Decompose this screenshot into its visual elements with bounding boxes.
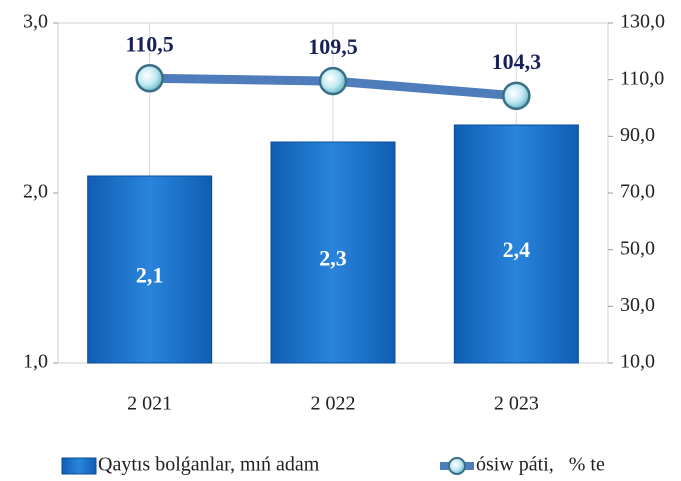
y-tick-label: 1,0 (23, 351, 48, 373)
bar-value-label: 2,1 (136, 263, 164, 288)
line-marker (135, 64, 164, 93)
line-value-label: 110,5 (126, 31, 174, 56)
y2-tick-label: 30,0 (620, 294, 655, 316)
y2-tick-label: 130,0 (620, 11, 665, 33)
bar (87, 175, 213, 364)
legend-label: Qaytıs bolǵanlar, mıń adam (98, 454, 320, 476)
bar-value-label: 2,3 (319, 246, 347, 271)
y2-tick-label: 90,0 (620, 124, 655, 146)
bar-value-label: 2,4 (503, 237, 531, 262)
x-tick-label: 2 023 (494, 393, 539, 415)
y2-tick-label: 10,0 (620, 351, 655, 373)
x-tick-label: 2 022 (311, 393, 356, 415)
line-value-label: 104,3 (492, 49, 542, 74)
legend-swatch (61, 457, 97, 475)
y2-tick-label: 50,0 (620, 237, 655, 259)
legend-label: ósiw páti, % te (476, 454, 605, 476)
y2-tick-label: 110,0 (620, 67, 664, 89)
line-marker (502, 81, 531, 111)
line-value-label: 109,5 (308, 34, 358, 59)
bar (270, 141, 396, 364)
y-tick-label: 2,0 (23, 181, 48, 203)
x-tick-label: 2 021 (127, 393, 172, 415)
y-tick-label: 3,0 (23, 11, 48, 33)
legend-marker (448, 457, 466, 475)
bar (453, 124, 579, 364)
line-marker (318, 66, 348, 96)
y2-tick-label: 70,0 (620, 181, 655, 203)
